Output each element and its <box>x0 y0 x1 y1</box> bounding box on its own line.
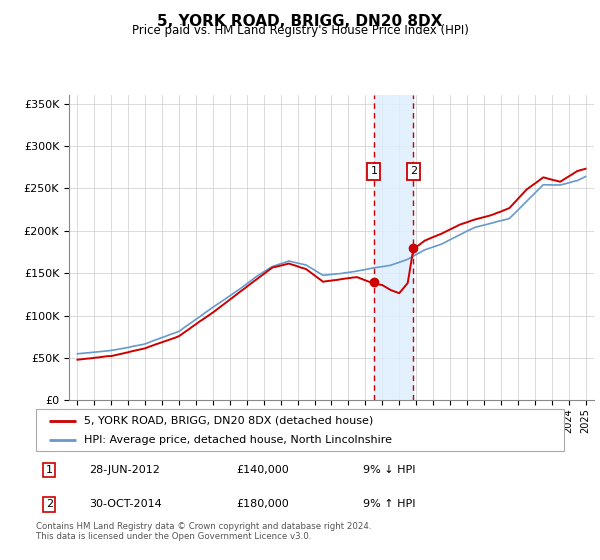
Text: 9% ↓ HPI: 9% ↓ HPI <box>364 465 416 475</box>
Text: 1: 1 <box>370 166 377 176</box>
Text: Contains HM Land Registry data © Crown copyright and database right 2024.
This d: Contains HM Land Registry data © Crown c… <box>36 522 371 542</box>
Text: £180,000: £180,000 <box>236 500 289 510</box>
FancyBboxPatch shape <box>36 409 564 451</box>
Text: HPI: Average price, detached house, North Lincolnshire: HPI: Average price, detached house, Nort… <box>83 435 392 445</box>
Text: 28-JUN-2012: 28-JUN-2012 <box>89 465 160 475</box>
Text: 30-OCT-2014: 30-OCT-2014 <box>89 500 161 510</box>
Text: 2: 2 <box>410 166 417 176</box>
Bar <box>374 95 413 400</box>
Text: 1: 1 <box>46 465 53 475</box>
Text: £140,000: £140,000 <box>236 465 289 475</box>
Text: 5, YORK ROAD, BRIGG, DN20 8DX: 5, YORK ROAD, BRIGG, DN20 8DX <box>157 14 443 29</box>
Text: 5, YORK ROAD, BRIGG, DN20 8DX (detached house): 5, YORK ROAD, BRIGG, DN20 8DX (detached … <box>83 416 373 426</box>
Text: 9% ↑ HPI: 9% ↑ HPI <box>364 500 416 510</box>
Text: 2: 2 <box>46 500 53 510</box>
Text: Price paid vs. HM Land Registry's House Price Index (HPI): Price paid vs. HM Land Registry's House … <box>131 24 469 37</box>
